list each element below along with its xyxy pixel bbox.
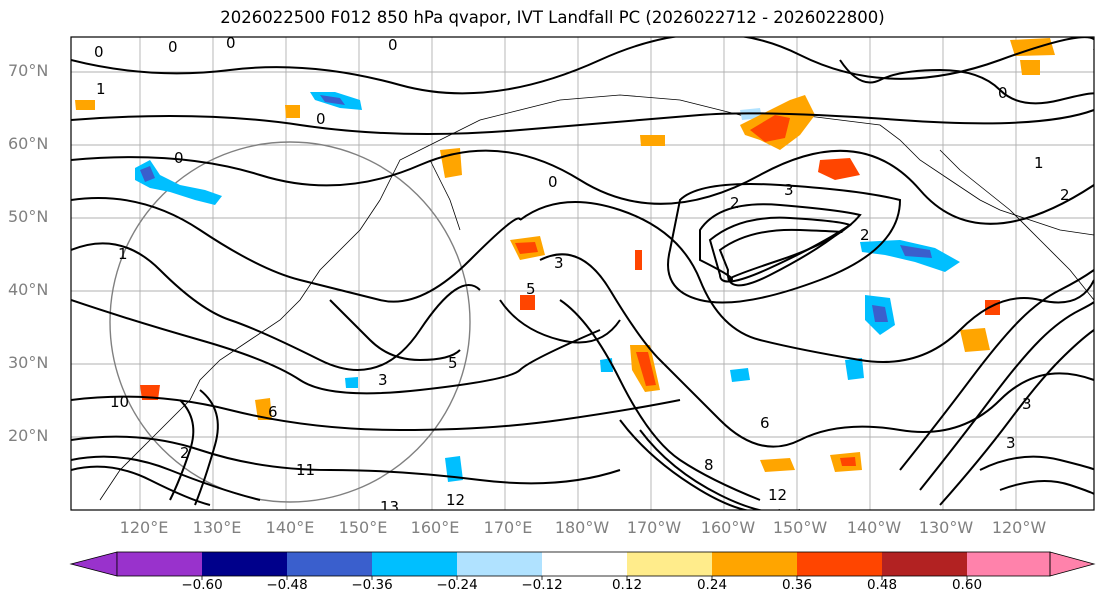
lat-label-70n: 70°N: [8, 61, 49, 80]
lat-label-50n: 50°N: [8, 207, 49, 226]
colorbar-extend-right: [1049, 551, 1096, 577]
colorbar-tick-label: −0.60: [181, 577, 223, 593]
lon-label: 120°E: [119, 518, 169, 537]
lon-label: 120°W: [991, 518, 1047, 537]
lon-label: 150°E: [338, 518, 388, 537]
colorbar-tick-label: 0.24: [696, 577, 728, 593]
lon-label: 160°W: [700, 518, 756, 537]
colorbar-tick-label: −0.24: [436, 577, 478, 593]
contour-label: 6: [268, 403, 278, 421]
contour-label: 0: [388, 36, 398, 54]
colorbar-tick-label: −0.36: [351, 577, 393, 593]
contour-label: 11: [296, 461, 315, 479]
contour-label: 6: [760, 414, 770, 432]
contour-label: 1: [1034, 154, 1044, 172]
colorbar-extend-left: [69, 551, 118, 577]
contour-label: 1: [118, 245, 128, 263]
contour-label: 0: [998, 84, 1008, 102]
lon-label: 150°W: [772, 518, 828, 537]
contour-label: 2: [730, 194, 740, 212]
contour-label: 0: [226, 34, 236, 52]
qvapor-shading: [75, 38, 1055, 482]
lat-label-60n: 60°N: [8, 134, 49, 153]
contour-label: 0: [316, 110, 326, 128]
contour-label: 3: [784, 181, 794, 199]
lat-label-20n: 20°N: [8, 426, 49, 445]
contour-label: 12: [768, 486, 787, 504]
contour-label: 12: [446, 491, 465, 509]
contour-label: 0: [548, 173, 558, 191]
lon-label: 140°E: [265, 518, 315, 537]
map-frame: [70, 36, 1095, 511]
contour-label: 13: [380, 498, 399, 516]
contour-label: 3: [378, 371, 388, 389]
contour-label: 5: [526, 280, 536, 298]
colorbar-tick-label: 0.48: [866, 577, 898, 593]
contour-label: 2: [180, 444, 190, 462]
contour-labels: 0 0 0 0 1 0 0 0 0 1 1 2 2 2 3 3 3 3 3 5 …: [94, 34, 1070, 516]
contour-label: 2: [860, 226, 870, 244]
lat-label-40n: 40°N: [8, 280, 49, 299]
contour-label: 3: [1006, 434, 1016, 452]
contour-label: 10: [110, 393, 129, 411]
colorbar-tick-label: −0.12: [521, 577, 563, 593]
range-circle: [109, 141, 471, 503]
contour-label: 2: [1060, 186, 1070, 204]
colorbar-tick-label: −0.48: [266, 577, 308, 593]
lon-label: 180°W: [554, 518, 610, 537]
lon-label: 160°E: [410, 518, 460, 537]
map-title: 2026022500 F012 850 hPa qvapor, IVT Land…: [220, 8, 885, 27]
colorbar: [69, 551, 1096, 580]
colorbar-tick-label: 0.12: [611, 577, 643, 593]
contour-label: 0: [168, 38, 178, 56]
contour-label: 3: [1022, 395, 1032, 413]
contour-label: 0: [94, 43, 104, 61]
lon-label: 170°E: [483, 518, 533, 537]
colorbar-tick-label: 0.60: [951, 577, 983, 593]
contour-label: 8: [704, 456, 714, 474]
lat-label-30n: 30°N: [8, 353, 49, 372]
gridlines: [71, 37, 1094, 510]
lon-label: 170°W: [626, 518, 682, 537]
lon-label: 130°W: [918, 518, 974, 537]
lon-label: 140°W: [846, 518, 902, 537]
contour-label: 3: [554, 254, 564, 272]
contour-label: 0: [174, 149, 184, 167]
lon-label: 130°E: [192, 518, 242, 537]
ivt-contours: [71, 37, 1094, 510]
contour-label: 1: [96, 80, 106, 98]
contour-label: 5: [448, 354, 458, 372]
map-background: [71, 37, 1094, 510]
colorbar-tick-label: 0.36: [781, 577, 813, 593]
